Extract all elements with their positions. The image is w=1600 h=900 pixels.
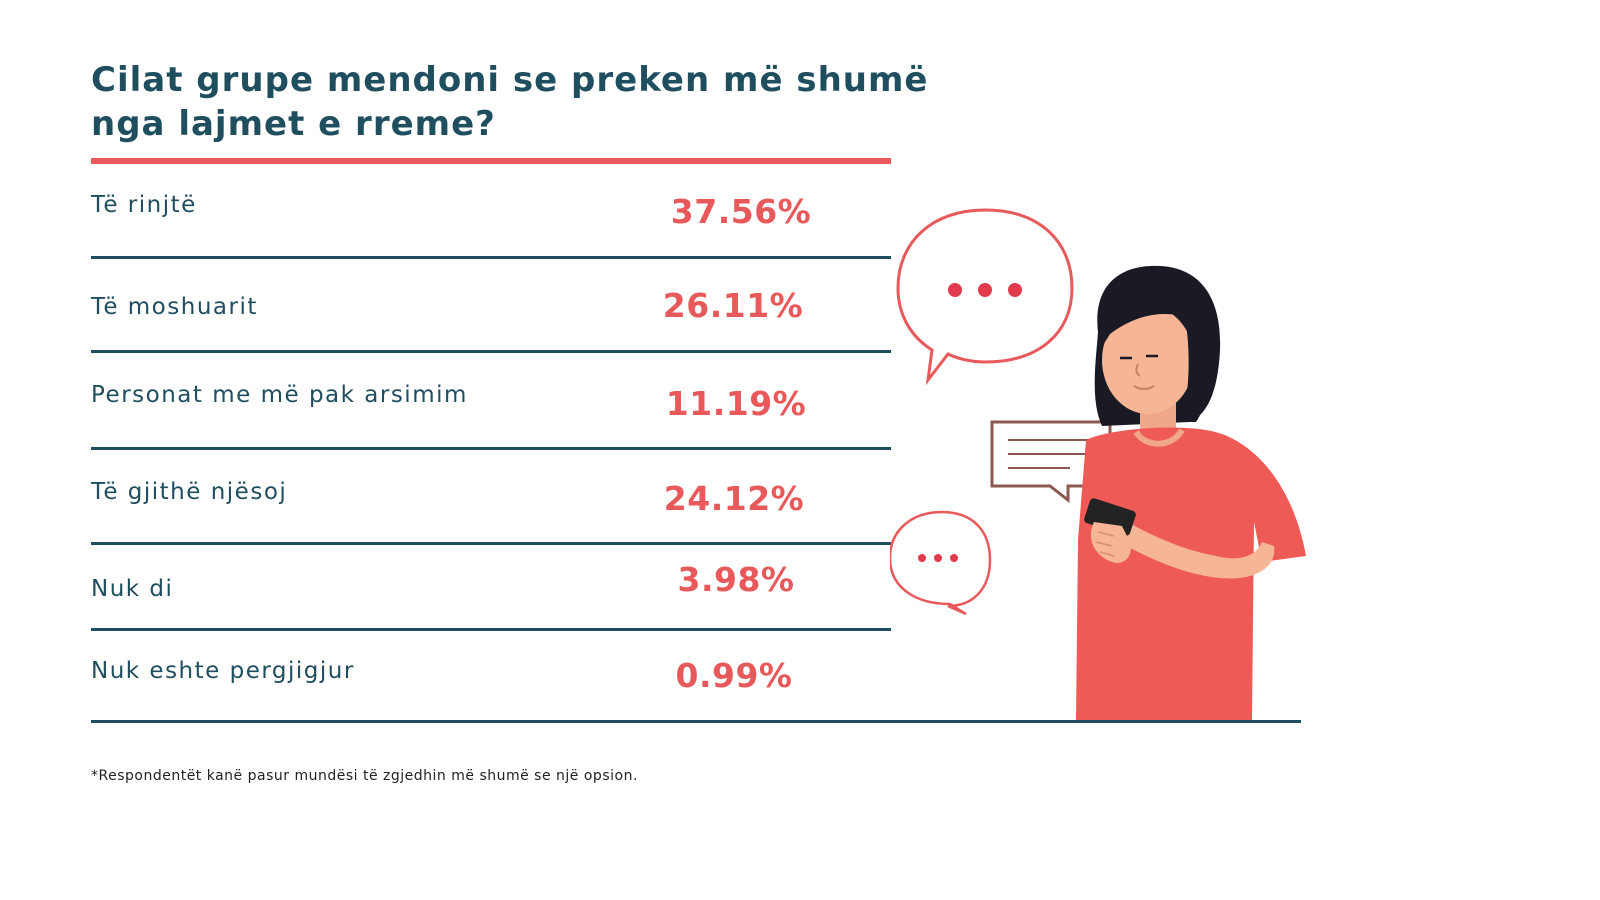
- table-row: Të moshuarit 26.11%: [91, 258, 891, 353]
- message-card-icon: [990, 420, 1112, 504]
- table-row: Nuk di 3.98%: [91, 544, 891, 631]
- row-value: 3.98%: [677, 560, 795, 599]
- table-row: Të rinjtë 37.56%: [91, 164, 891, 259]
- woman-with-phone-illustration: [890, 208, 1306, 720]
- row-value: 11.19%: [665, 384, 807, 423]
- row-label: Të rinjtë: [91, 192, 197, 218]
- row-value: 0.99%: [675, 656, 793, 695]
- table-row: Personat me më pak arsimim 11.19%: [91, 352, 891, 450]
- row-label: Të moshuarit: [91, 294, 258, 320]
- woman-figure: [1076, 265, 1306, 720]
- large-speech-bubble-icon: [896, 208, 1074, 386]
- table-row: Nuk eshte pergjigjur 0.99%: [91, 630, 1301, 723]
- row-value: 37.56%: [670, 192, 812, 231]
- row-label: Nuk di: [91, 576, 174, 602]
- row-label: Personat me më pak arsimim: [91, 382, 468, 408]
- footnote: *Respondentët kanë pasur mundësi të zgje…: [91, 768, 638, 784]
- row-value: 24.12%: [663, 479, 805, 518]
- title-underline: [91, 158, 891, 164]
- row-value: 26.11%: [662, 286, 804, 325]
- small-speech-bubble-icon: [890, 510, 992, 616]
- row-label: Nuk eshte pergjigjur: [91, 658, 355, 684]
- chart-title: Cilat grupe mendoni se preken më shumë n…: [91, 60, 929, 144]
- row-label: Të gjithë njësoj: [91, 479, 288, 505]
- table-row: Të gjithë njësoj 24.12%: [91, 449, 891, 545]
